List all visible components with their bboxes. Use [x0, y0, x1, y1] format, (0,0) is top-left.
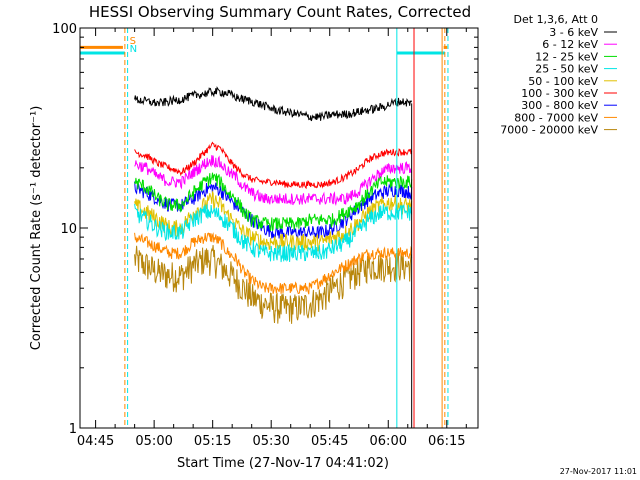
legend-label-1: 6 - 12 keV [542, 38, 598, 51]
marker-label-n: N [130, 44, 137, 55]
y-tick-label: 1 [69, 422, 77, 437]
x-tick-label: 04:45 [77, 434, 114, 449]
x-tick-label: 06:15 [428, 434, 465, 449]
x-axis-label: Start Time (27-Nov-17 04:41:02) [177, 456, 389, 471]
legend-label-3: 25 - 50 keV [535, 63, 598, 76]
series-trace-6 [134, 180, 413, 240]
x-tick-label: 05:00 [135, 434, 172, 449]
series-trace-1 [134, 155, 412, 206]
x-tick-label: 06:00 [370, 434, 407, 449]
series-trace-4 [134, 190, 413, 252]
marker-labels: SN [130, 36, 137, 55]
series-trace-7 [134, 232, 413, 295]
series-trace-2 [134, 172, 413, 231]
y-axis-label: Corrected Count Rate (s⁻¹ detector⁻¹) [29, 106, 44, 351]
legend-label-2: 12 - 25 keV [535, 50, 598, 63]
plot-frame [79, 27, 479, 429]
legend-label-4: 50 - 100 keV [528, 75, 598, 88]
x-tick-label: 05:30 [252, 434, 289, 449]
marker-label-s: S [130, 36, 136, 47]
axis-ticks: 04:45 05:00 05:15 05:30 05:45 06:00 06:15 1 10 10… [52, 22, 478, 449]
x-tick-label: 05:15 [194, 434, 231, 449]
legend-label-8: 7000 - 20000 keV [500, 124, 598, 137]
series-trace-8 [134, 245, 413, 324]
legend-label-7: 800 - 7000 keV [514, 111, 598, 124]
x-tick-label: 05:45 [311, 434, 348, 449]
series-trace-0 [134, 86, 413, 122]
legend-label-6: 300 - 800 keV [521, 99, 598, 112]
legend-label-5: 100 - 300 keV [521, 87, 598, 100]
series-trace-3 [134, 203, 413, 263]
y-tick-label: 10 [60, 222, 77, 237]
series-trace-5 [134, 141, 413, 190]
legend-label-0: 3 - 6 keV [549, 26, 598, 39]
y-tick-label: 100 [52, 22, 77, 37]
footer-stamp: 27-Nov-2017 11:01 [560, 467, 637, 476]
series-traces [134, 86, 413, 428]
chart-title: HESSI Observing Summary Count Rates, Cor… [89, 3, 471, 21]
legend-header: Det 1,3,6, Att 0 [514, 13, 598, 26]
